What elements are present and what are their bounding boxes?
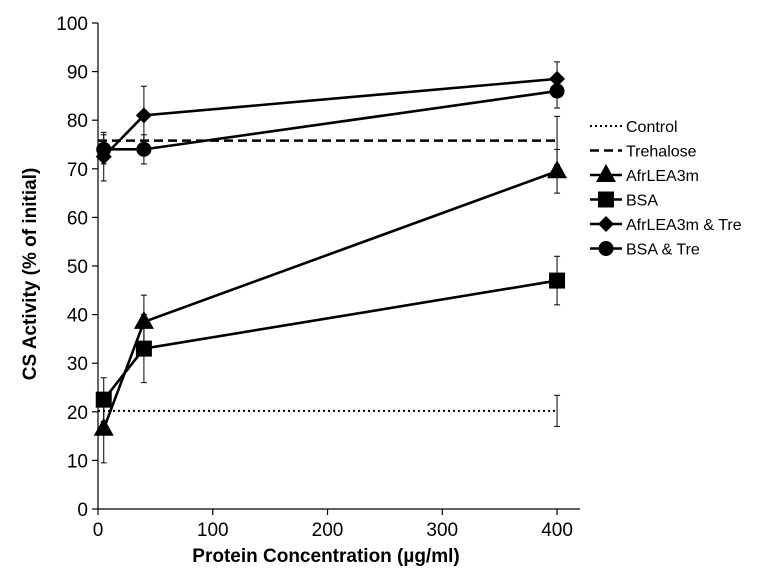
data-point [549,272,566,289]
axis-ticks: 0 10 20 30 40 50 60 70 80 90 100 0 100 200 300 400 [56,14,580,541]
y-tick-label: 40 [67,306,88,327]
legend-label: Control [626,119,678,136]
series-line [102,170,558,430]
series-line [102,279,558,401]
legend-label: BSA [626,193,658,210]
legend: Control Trehalose AfrLEA3m BSA AfrLEA3m & Tr… [590,119,742,259]
x-tick-label: 300 [426,520,458,541]
legend-marker [596,164,616,182]
y-tick-label: 10 [67,451,88,472]
data-point [136,141,152,157]
x-tick-label: 0 [93,520,104,541]
legend-marker [598,216,614,232]
data-point [549,83,565,99]
y-tick-label: 20 [67,403,88,424]
y-tick-label: 90 [67,63,88,84]
y-axis-title: CS Activity (% of initial) [20,168,41,381]
y-tick-label: 70 [67,160,88,181]
x-axis-title: Protein Concentration (µg/ml) [192,546,459,567]
legend-label: AfrLEA3m [626,168,699,185]
data-point [135,340,152,357]
y-tick-label: 30 [67,354,88,375]
data-point [96,141,112,157]
data-point [95,391,112,408]
data-point [547,160,568,179]
legend-marker [598,241,614,256]
y-tick-label: 0 [77,500,88,521]
x-tick-label: 200 [312,520,344,541]
x-tick-label: 100 [197,520,229,541]
data-point [135,107,152,124]
y-tick-label: 60 [67,208,88,229]
legend-label: BSA & Tre [626,242,700,259]
y-tick-label: 50 [67,257,88,278]
y-tick-label: 100 [56,14,88,35]
data-point [93,417,114,436]
y-tick-label: 80 [67,111,88,132]
legend-label: Trehalose [626,144,697,161]
legend-label: AfrLEA3m & Tre [626,217,742,234]
legend-marker [598,191,614,208]
x-tick-label: 400 [541,520,573,541]
plot-area [93,61,568,464]
